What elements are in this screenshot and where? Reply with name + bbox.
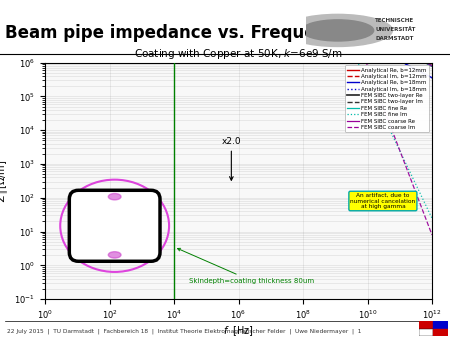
- Text: An artifact, due to
numerical cancelation
at high gamma: An artifact, due to numerical cancelatio…: [350, 193, 415, 209]
- Text: TECHNISCHE: TECHNISCHE: [375, 18, 414, 23]
- Text: x2.0: x2.0: [221, 137, 241, 180]
- Text: 22 July 2015  |  TU Darmstadt  |  Fachbereich 18  |  Institut Theorie Elektromag: 22 July 2015 | TU Darmstadt | Fachbereic…: [7, 329, 361, 334]
- Text: Beam pipe impedance vs. Frequency: Beam pipe impedance vs. Frequency: [4, 24, 348, 42]
- Title: Coating with Copper at 50K, $k$=6e9 S/m: Coating with Copper at 50K, $k$=6e9 S/m: [134, 47, 343, 61]
- Circle shape: [302, 20, 373, 41]
- Text: DARMSTADT: DARMSTADT: [375, 36, 414, 41]
- Circle shape: [283, 14, 392, 46]
- Bar: [433, 321, 448, 329]
- Text: Skindepth=coating thickness 80um: Skindepth=coating thickness 80um: [178, 248, 315, 284]
- Bar: [418, 329, 433, 336]
- Bar: [418, 321, 433, 329]
- Bar: [433, 329, 448, 336]
- X-axis label: $f$  [Hz]: $f$ [Hz]: [223, 324, 254, 338]
- Legend: Analytical Re, b=12mm, Analytical Im, b=12mm, Analytical Re, b=18mm, Analytical : Analytical Re, b=12mm, Analytical Im, b=…: [345, 65, 429, 132]
- Text: UNIVERSITÄT: UNIVERSITÄT: [375, 27, 415, 32]
- Y-axis label: $Z_{\parallel}[\Omega/\mathrm{m}]$: $Z_{\parallel}[\Omega/\mathrm{m}]$: [0, 160, 12, 202]
